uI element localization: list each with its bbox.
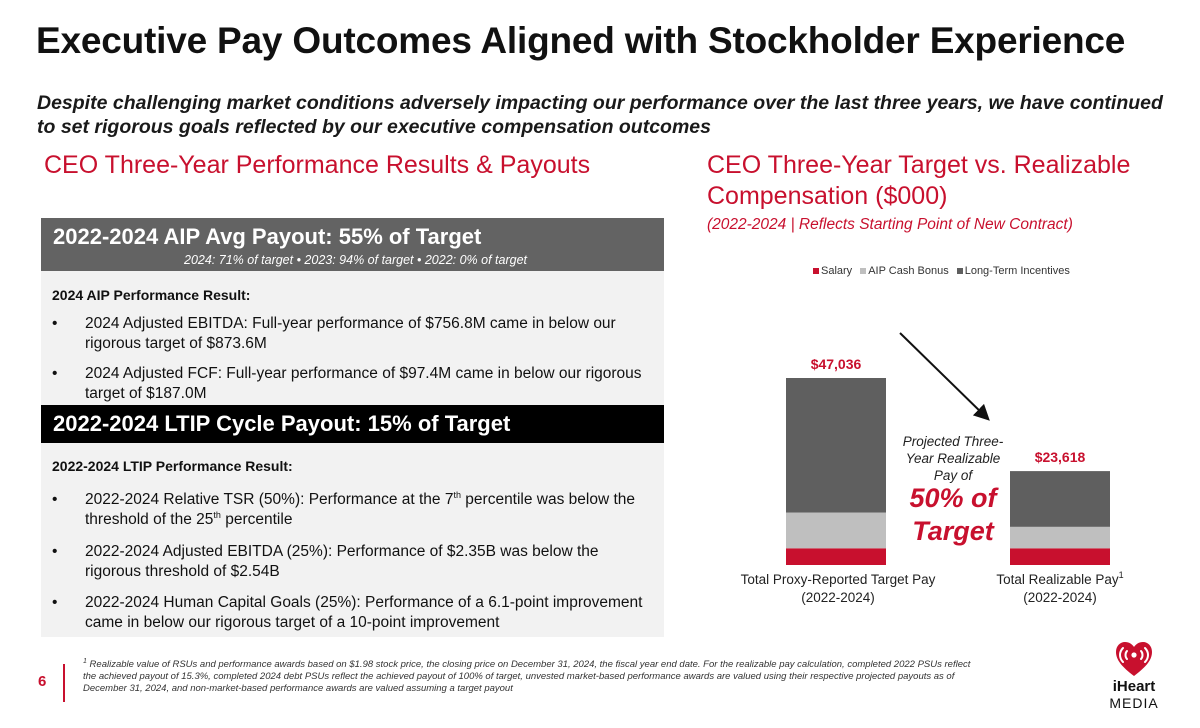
ltip-section-label: 2022-2024 LTIP Performance Result: (52, 458, 293, 474)
aip-band-title: 2022-2024 AIP Avg Payout: 55% of Target (53, 224, 482, 249)
bar-total-label: $23,618 (1035, 449, 1086, 465)
aip-band: 2022-2024 AIP Avg Payout: 55% of Target … (41, 218, 664, 271)
ltip-band: 2022-2024 LTIP Cycle Payout: 15% of Targ… (41, 405, 664, 443)
bar-aip-cash-bonus-1 (786, 512, 886, 549)
bullet-text: 2022-2024 Relative TSR (50%): Performanc… (85, 490, 657, 530)
compensation-chart: $47,036 Total Proxy-Reported Target Pay (2… (741, 332, 1124, 605)
bar-aip-cash-bonus-2 (1010, 526, 1110, 549)
footnote-marker: 1 (83, 657, 87, 665)
bullet-dot: • (52, 491, 58, 508)
logo-wordmark: iHeart (1112, 678, 1156, 695)
ltip-bullet: • 2022-2024 Relative TSR (50%): Performa… (52, 490, 657, 530)
bullet-text-part: 2022-2024 Relative TSR (50%): Performanc… (85, 491, 454, 508)
aip-bullet: • 2024 Adjusted EBITDA: Full-year perfor… (52, 314, 657, 354)
bullet-text-part: percentile (220, 511, 293, 528)
legend-swatch (860, 268, 867, 274)
page-title: Executive Pay Outcomes Aligned with Stoc… (36, 20, 1126, 61)
legend-swatch (956, 268, 963, 274)
bar-long-term-incentives-2 (1010, 471, 1110, 527)
left-heading: CEO Three-Year Performance Results & Pay… (44, 151, 591, 179)
superscript: th (213, 509, 221, 520)
page-number: 6 (38, 673, 47, 690)
bullet-text: 2022-2024 Adjusted EBITDA (25%): Perform… (85, 543, 599, 580)
bar-total-label: $47,036 (811, 356, 862, 372)
legend-label: Salary (821, 265, 853, 277)
page-subtitle: Despite challenging market conditions ad… (37, 92, 1163, 138)
bar-long-term-incentives-1 (786, 378, 886, 513)
iheart-media-logo: iHeart MEDIA (1104, 640, 1164, 711)
bullet-text: 2024 Adjusted EBITDA: Full-year performa… (85, 315, 616, 352)
chart-legend: Salary AIP Cash Bonus Long-Term Incentiv… (813, 265, 1070, 277)
bullet-dot: • (52, 315, 58, 332)
category-label: Total Proxy-Reported Target Pay (741, 572, 936, 587)
iheart-logo-icon (1116, 642, 1152, 676)
bar-salary-1 (786, 548, 886, 565)
trend-arrow (899, 332, 990, 421)
category-label: Total Realizable Pay1 (996, 570, 1123, 587)
logo-subword: MEDIA (1109, 695, 1159, 711)
aip-bullet: • 2024 Adjusted FCF: Full-year performan… (52, 364, 657, 404)
right-subheading: (2022-2024 | Reflects Starting Point of … (707, 216, 1073, 233)
ltip-band-title: 2022-2024 LTIP Cycle Payout: 15% of Targ… (53, 411, 511, 436)
category-superscript: 1 (1119, 570, 1124, 580)
right-heading: CEO Three-Year Target vs. Realizable Com… (707, 151, 1131, 210)
legend-label: AIP Cash Bonus (868, 265, 949, 277)
bullet-text-part: percentile was below the threshold of th… (85, 491, 636, 528)
projection-value: 50% of Target (909, 483, 997, 546)
legend-item-lti: Long-Term Incentives (956, 265, 1070, 277)
bar-salary-2 (1010, 548, 1110, 565)
category-sublabel: (2022-2024) (801, 590, 875, 605)
projection-note: Projected Three-Year Realizable Pay of (902, 434, 1004, 483)
bullet-dot: • (52, 594, 58, 611)
aip-band-subtitle: 2024: 71% of target • 2023: 94% of targe… (184, 253, 528, 267)
legend-item-salary: Salary (813, 265, 852, 277)
ltip-bullet: • 2022-2024 Human Capital Goals (25%): P… (52, 593, 657, 633)
footer-divider (63, 664, 65, 702)
footnote: 1 Realizable value of RSUs and performan… (83, 657, 983, 695)
bullet-dot: • (52, 365, 58, 382)
ltip-bullet: • 2022-2024 Adjusted EBITDA (25%): Perfo… (52, 542, 657, 582)
aip-section-label: 2024 AIP Performance Result: (52, 287, 251, 303)
legend-label: Long-Term Incentives (964, 265, 1070, 277)
bullet-dot: • (52, 543, 58, 560)
legend-swatch (813, 268, 819, 274)
bullet-text: 2022-2024 Human Capital Goals (25%): Per… (85, 594, 643, 631)
footnote-text: Realizable value of RSUs and performance… (83, 659, 971, 694)
superscript: th (453, 489, 461, 500)
legend-item-aip: AIP Cash Bonus (860, 265, 949, 277)
bullet-text: 2024 Adjusted FCF: Full-year performance… (85, 365, 642, 402)
category-sublabel: (2022-2024) (1023, 590, 1097, 605)
